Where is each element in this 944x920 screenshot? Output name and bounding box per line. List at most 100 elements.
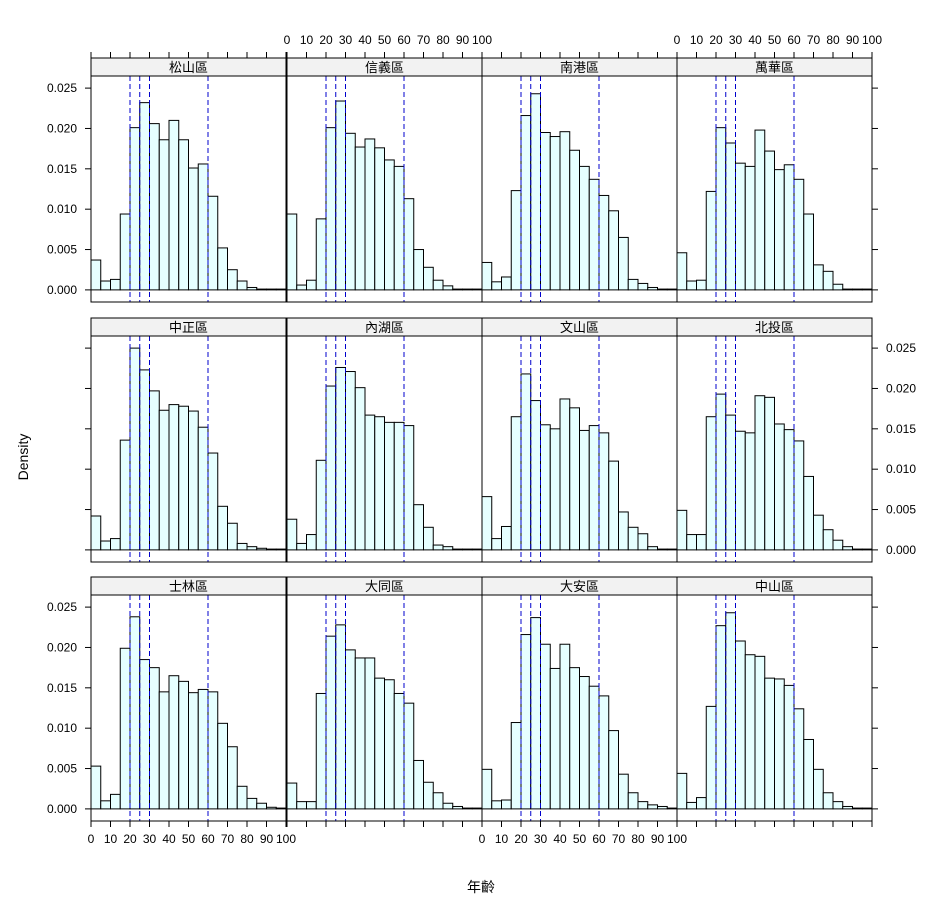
bar-10-0 [481,768,493,810]
x-tick-label-top-3-4: 40 [748,33,762,47]
bar-4-12 [207,452,219,551]
y-tick-label-right-1-4: 0.020 [886,381,916,395]
panel-title-3: 萬華區 [755,60,794,75]
bar-8-4 [129,616,141,810]
x-tick-label-bottom-0-7: 70 [221,832,235,846]
y-axis-title: Density [15,434,31,481]
bar-10-1 [491,800,502,810]
bar-5-19 [471,548,483,551]
bar-6-13 [608,460,619,551]
bar-10-19 [666,807,678,810]
panel-title-5: 內湖區 [365,320,404,335]
bar-8-0 [90,765,102,810]
bar-11-18 [852,807,863,810]
bar-5-17 [452,548,463,551]
x-tick-label-top-3-6: 60 [787,33,801,47]
bar-8-5 [139,659,150,810]
bar-8-8 [168,675,180,810]
panel-title-8: 士林區 [169,579,208,594]
bar-2-1 [491,281,502,291]
bar-11-12 [793,708,805,810]
x-tick-label-bottom-2-1: 10 [495,832,509,846]
bar-2-0 [481,261,493,291]
bar-3-5 [725,142,736,291]
bar-3-10 [774,169,785,291]
bar-10-3 [510,722,522,810]
bar-3-12 [793,178,805,291]
bar-0-7 [158,139,170,291]
bar-8-2 [110,793,121,810]
bar-5-5 [335,366,346,551]
y-tick-label-left-0-1: 0.005 [47,243,77,257]
bar-7-8 [754,395,766,551]
bar-5-16 [442,546,454,551]
bar-9-10 [384,679,395,810]
x-tick-label-bottom-2-6: 60 [592,832,606,846]
y-tick-label-right-1-2: 0.010 [886,462,916,476]
bar-10-12 [598,695,610,810]
bar-7-0 [676,509,688,551]
bar-3-14 [813,264,824,291]
bar-4-16 [246,546,258,551]
bar-2-2 [501,276,512,291]
x-tick-label-top-1-3: 30 [339,33,353,47]
bar-2-5 [530,93,541,291]
bar-6-15 [627,526,639,551]
bar-9-5 [335,624,346,810]
y-tick-label-right-1-3: 0.015 [886,422,916,436]
bar-2-4 [520,115,532,291]
bar-0-17 [256,288,267,291]
bar-3-2 [696,279,707,291]
bar-7-17 [842,546,853,551]
bar-5-13 [413,504,424,551]
bar-0-1 [100,280,111,291]
bar-1-9 [374,147,385,291]
bar-0-8 [168,119,180,291]
bar-7-15 [822,529,834,551]
y-tick-label-left-2-3: 0.015 [47,681,77,695]
bar-6-19 [666,548,678,551]
x-tick-label-top-1-2: 20 [319,33,333,47]
bar-4-14 [227,522,238,551]
bar-0-16 [246,286,258,291]
bar-2-7 [549,136,561,291]
bar-9-6 [345,649,356,810]
bar-5-1 [296,542,307,551]
panel-frame-4 [90,335,287,563]
bar-7-16 [832,539,844,551]
bar-8-15 [236,785,248,810]
x-tick-label-top-3-10: 100 [862,33,882,47]
bar-2-17 [647,286,658,291]
bar-2-16 [637,282,649,291]
bar-10-13 [608,730,619,810]
bar-1-5 [335,100,346,291]
x-tick-label-bottom-0-3: 30 [143,832,157,846]
bar-1-2 [306,279,317,291]
bar-9-8 [364,657,376,810]
x-tick-label-bottom-2-5: 50 [573,832,587,846]
bar-8-16 [246,797,258,810]
y-tick-label-left-2-5: 0.025 [47,600,77,614]
bar-5-11 [393,421,405,551]
x-tick-label-top-1-4: 40 [358,33,372,47]
bar-4-11 [197,426,209,551]
bar-7-6 [735,430,746,551]
x-tick-label-top-1-7: 70 [417,33,431,47]
bar-0-9 [178,139,189,291]
bar-7-4 [715,393,727,551]
bar-11-17 [842,805,853,810]
bar-6-5 [530,400,541,551]
bar-0-0 [90,259,102,291]
y-tick-label-left-2-0: 0.000 [47,802,77,816]
bar-9-15 [432,792,444,810]
bar-7-12 [793,440,805,551]
x-tick-label-bottom-0-6: 60 [201,832,215,846]
bar-4-19 [275,548,287,551]
bar-11-1 [686,801,697,810]
bar-2-11 [588,178,600,291]
bar-0-13 [217,247,228,291]
bar-2-13 [608,210,619,291]
bar-11-5 [725,612,736,810]
bar-7-10 [774,423,785,551]
